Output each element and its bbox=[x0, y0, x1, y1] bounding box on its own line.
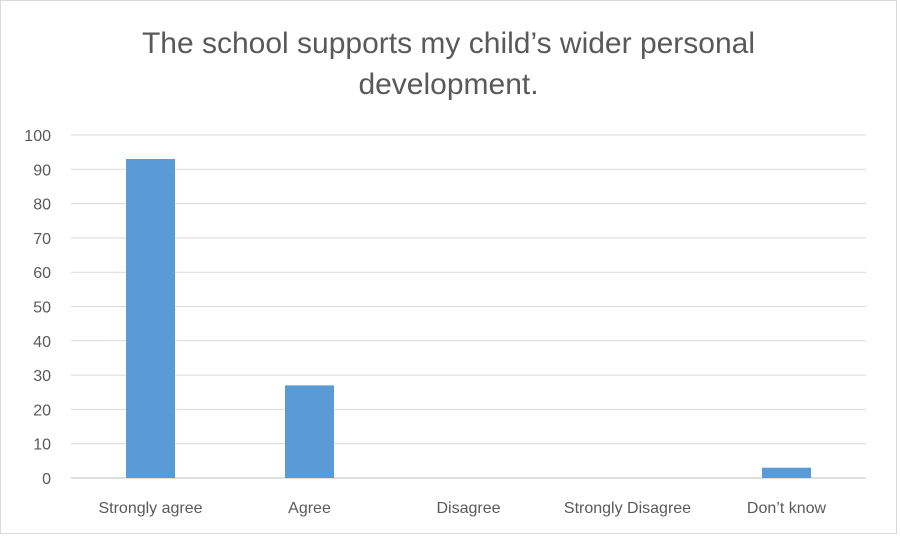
y-tick-label: 70 bbox=[33, 231, 51, 248]
x-tick-label: Don’t know bbox=[747, 500, 827, 517]
x-tick-label: Agree bbox=[288, 500, 331, 517]
y-tick-label: 20 bbox=[33, 402, 51, 419]
x-tick-label: Strongly Disagree bbox=[564, 500, 691, 517]
x-tick-label: Strongly agree bbox=[98, 500, 202, 517]
y-tick-label: 90 bbox=[33, 162, 51, 179]
y-tick-label: 60 bbox=[33, 265, 51, 282]
y-tick-label: 40 bbox=[33, 334, 51, 351]
bar bbox=[285, 385, 334, 478]
y-tick-label: 50 bbox=[33, 300, 51, 317]
y-tick-label: 0 bbox=[42, 471, 51, 488]
bar bbox=[126, 159, 175, 478]
y-tick-label: 80 bbox=[33, 197, 51, 214]
chart-title: The school supports my child’s wider per… bbox=[141, 27, 756, 101]
y-tick-label: 100 bbox=[24, 128, 51, 145]
bar bbox=[762, 467, 811, 478]
y-tick-label: 30 bbox=[33, 368, 51, 385]
x-tick-label: Disagree bbox=[436, 500, 500, 517]
y-tick-label: 10 bbox=[33, 437, 51, 454]
